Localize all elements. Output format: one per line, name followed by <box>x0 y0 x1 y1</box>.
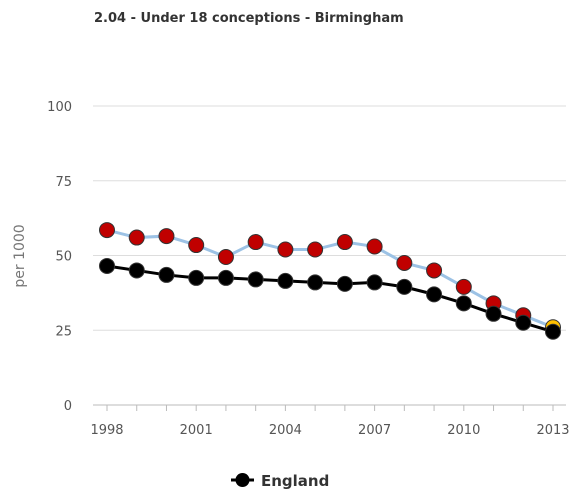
data-point <box>307 274 324 291</box>
data-point <box>426 286 443 303</box>
data-point <box>217 248 234 265</box>
legend[interactable]: England <box>231 472 329 490</box>
data-point <box>247 234 264 251</box>
y-axis: 0 25 50 75 100 <box>47 100 72 414</box>
data-point <box>307 241 324 258</box>
data-point <box>277 241 294 258</box>
y-tick-label: 25 <box>55 324 72 339</box>
y-tick-label: 75 <box>55 175 72 190</box>
data-point <box>336 234 353 251</box>
y-tick-label: 0 <box>64 399 72 414</box>
data-point <box>336 275 353 292</box>
data-point <box>128 262 145 279</box>
data-point <box>188 237 205 254</box>
data-point <box>158 228 175 245</box>
series-group <box>99 222 561 340</box>
data-point <box>99 222 115 239</box>
series-line-1 <box>106 264 554 334</box>
x-axis: 1998 2001 2004 2007 2010 2013 <box>90 405 570 438</box>
y-axis-title: per 1000 <box>12 224 28 287</box>
x-tick-label: 2010 <box>447 423 480 438</box>
gridlines <box>93 105 566 406</box>
x-tick-label: 1998 <box>90 423 123 438</box>
data-point <box>515 314 532 331</box>
x-tick-label: 2004 <box>269 423 302 438</box>
data-point <box>366 238 383 255</box>
data-point <box>396 278 413 295</box>
x-tick-label: 2013 <box>536 423 569 438</box>
series-line-0 <box>106 228 554 329</box>
data-point <box>217 269 234 286</box>
x-tick-label: 2007 <box>358 423 391 438</box>
data-point <box>158 266 175 283</box>
data-point <box>545 323 561 340</box>
chart-title: 2.04 - Under 18 conceptions - Birmingham <box>94 11 404 26</box>
data-point <box>188 269 205 286</box>
data-point <box>366 274 383 291</box>
data-point <box>396 254 413 271</box>
data-point <box>247 271 264 288</box>
x-tick-label: 2001 <box>180 423 213 438</box>
y-tick-label: 50 <box>55 250 72 265</box>
y-tick-label: 100 <box>47 100 72 115</box>
data-point <box>128 229 145 246</box>
data-point <box>277 272 294 289</box>
data-point <box>485 305 502 322</box>
data-point <box>455 278 472 295</box>
data-point <box>426 262 443 279</box>
legend-label-england: England <box>261 472 329 490</box>
data-point <box>99 257 115 274</box>
legend-marker <box>235 473 250 487</box>
data-point <box>455 295 472 312</box>
